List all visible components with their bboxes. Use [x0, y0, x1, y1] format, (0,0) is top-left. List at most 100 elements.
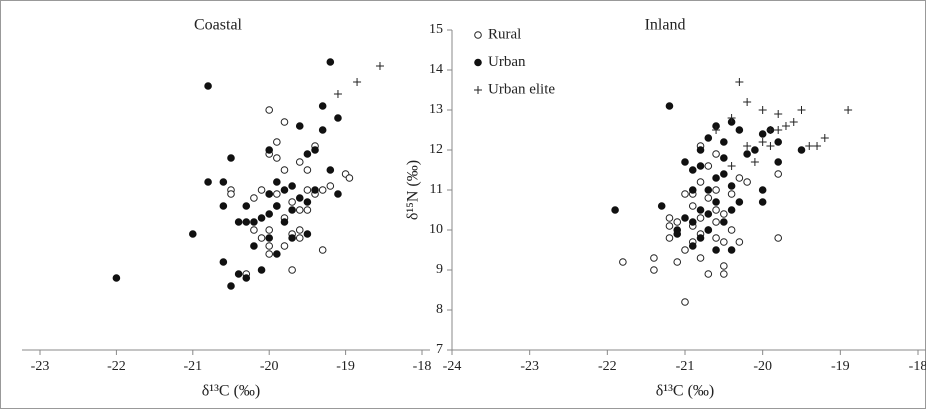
point	[326, 58, 335, 66]
point	[696, 214, 705, 222]
point	[704, 194, 713, 202]
x-tick-label: -21	[183, 359, 202, 374]
point	[696, 206, 705, 214]
x-tick-label: -22	[107, 359, 126, 374]
point	[334, 190, 342, 198]
point	[797, 106, 806, 114]
point	[353, 78, 362, 86]
point	[250, 194, 258, 202]
point	[280, 218, 289, 226]
chart-title: Inland	[645, 17, 686, 34]
point	[758, 198, 767, 206]
point	[743, 142, 752, 150]
point	[665, 234, 674, 242]
point	[257, 234, 266, 242]
point	[219, 258, 228, 266]
point	[712, 174, 720, 182]
point	[295, 226, 304, 234]
point	[295, 194, 304, 202]
point	[204, 82, 212, 90]
x-tick-label: -19	[336, 359, 355, 374]
point	[657, 202, 666, 210]
point	[688, 202, 697, 210]
x-axis-label: δ¹³C (‰)	[656, 383, 714, 400]
point	[735, 174, 744, 182]
point	[227, 282, 235, 290]
point	[681, 298, 689, 306]
point	[681, 158, 689, 166]
point	[665, 222, 674, 230]
point	[234, 218, 243, 226]
point	[265, 146, 274, 154]
point	[288, 182, 296, 190]
point	[673, 258, 682, 266]
point	[265, 242, 274, 250]
point	[688, 166, 697, 174]
point	[219, 202, 228, 210]
point	[265, 190, 274, 198]
point	[735, 238, 744, 246]
point	[311, 186, 319, 194]
point	[720, 154, 728, 162]
y-tick-label: 11	[430, 182, 443, 197]
point	[696, 146, 705, 154]
point	[619, 258, 627, 266]
point	[295, 234, 304, 242]
point	[303, 186, 312, 194]
point	[250, 218, 258, 226]
point	[813, 142, 822, 150]
y-axis-label: δ¹⁵N (‰)	[405, 160, 422, 220]
point	[318, 246, 327, 254]
point	[844, 106, 853, 114]
point	[227, 190, 235, 198]
point	[288, 198, 296, 206]
point	[712, 150, 720, 158]
y-tick-label: 15	[429, 22, 443, 37]
point	[288, 234, 296, 242]
point	[712, 246, 720, 254]
point	[250, 226, 258, 234]
point	[375, 62, 384, 70]
point	[688, 242, 697, 250]
legend-label: Urban elite	[488, 81, 555, 97]
point	[345, 174, 354, 182]
point	[758, 138, 767, 146]
point	[712, 198, 720, 206]
y-tick-label: 13	[429, 102, 443, 117]
x-tick-label: -20	[260, 359, 279, 374]
point	[265, 250, 274, 258]
point	[295, 158, 304, 166]
point	[727, 182, 736, 190]
point	[758, 130, 767, 138]
point	[727, 162, 736, 170]
point	[688, 218, 697, 226]
point	[189, 230, 197, 238]
x-tick-label: -23	[31, 359, 50, 374]
point	[303, 230, 312, 238]
x-tick-label: -24	[443, 359, 462, 374]
point	[774, 158, 783, 166]
point	[650, 266, 658, 274]
y-tick-label: 9	[436, 262, 443, 277]
x-axis-label: δ¹³C (‰)	[202, 383, 260, 400]
point	[720, 210, 728, 218]
point	[288, 206, 296, 214]
point	[611, 206, 619, 214]
point	[704, 210, 713, 218]
point	[273, 190, 281, 198]
point	[727, 226, 736, 234]
point	[265, 106, 274, 114]
x-tick-label: -22	[598, 359, 617, 374]
point	[204, 178, 212, 186]
point	[234, 270, 243, 278]
point	[681, 214, 689, 222]
point	[704, 186, 713, 194]
point	[326, 166, 335, 174]
point	[696, 178, 705, 186]
point	[318, 126, 327, 134]
x-tick-label: -18	[909, 359, 926, 374]
point	[688, 186, 697, 194]
point	[280, 166, 289, 174]
point	[712, 206, 720, 214]
point	[743, 150, 751, 158]
